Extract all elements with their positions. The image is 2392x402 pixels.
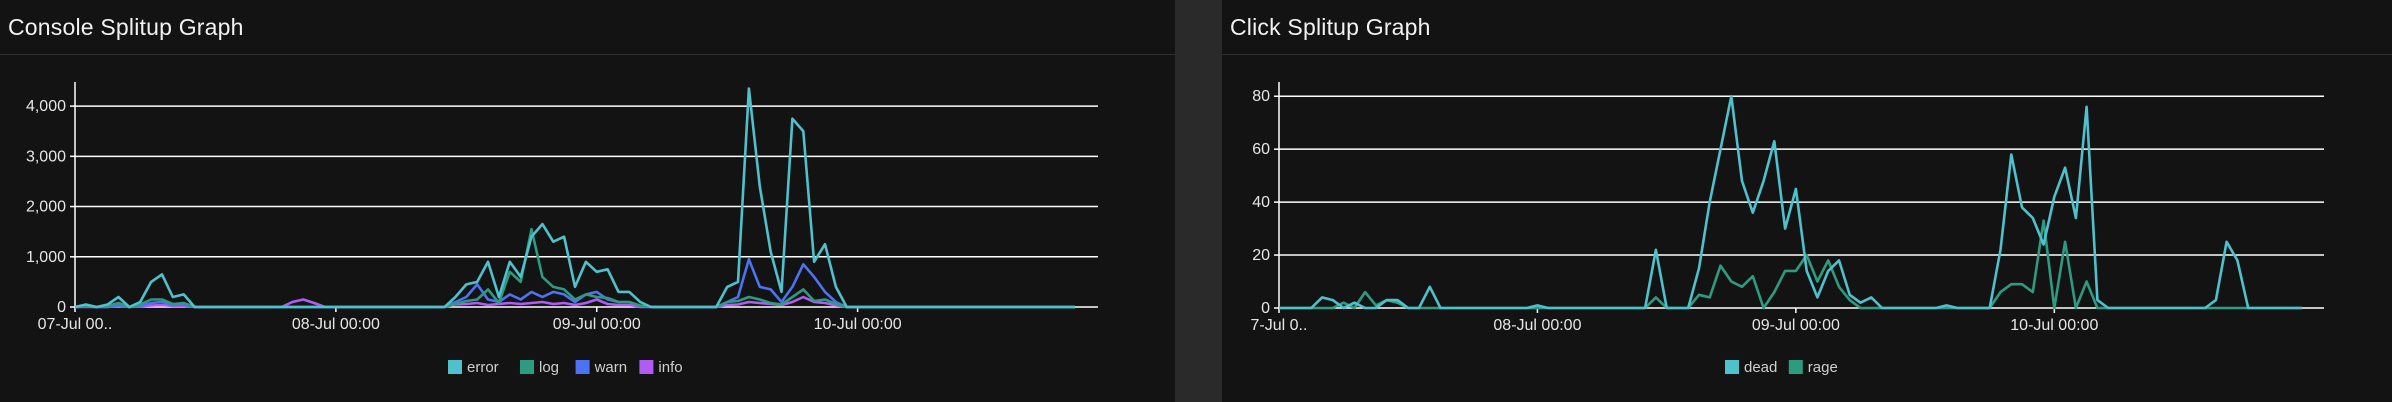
click-splitup-panel: Click Splitup Graph 0 20 40 60 80 7-Jul 0.. 08…: [1222, 0, 2392, 402]
click-legend-label-rage[interactable]: rage: [1808, 359, 1838, 376]
click-y-tick-label: 20: [1252, 247, 1270, 264]
console-legend-label-error[interactable]: error: [467, 359, 499, 376]
click-y-tick-label: 80: [1252, 88, 1270, 105]
console-legend-swatch-info[interactable]: [639, 360, 654, 374]
click-x-tick-label: 7-Jul 0..: [1251, 317, 1308, 334]
console-legend-label-log[interactable]: log: [539, 359, 559, 376]
console-series-log-line: [74, 227, 1075, 309]
click-panel-header: Click Splitup Graph: [1222, 0, 2392, 55]
click-y-tick-label: 40: [1252, 194, 1270, 211]
console-legend-label-warn[interactable]: warn: [594, 359, 628, 376]
click-y-tick-label: 0: [1261, 300, 1270, 317]
click-legend: dead rage: [1725, 359, 1838, 376]
console-y-tick-label: 4,000: [26, 98, 66, 115]
console-legend-swatch-log[interactable]: [520, 360, 534, 374]
click-series-dead-line: [1279, 94, 2302, 310]
console-panel-title: Console Splitup Graph: [8, 13, 244, 40]
console-y-tick-label: 3,000: [26, 148, 66, 165]
click-panel-title: Click Splitup Graph: [1230, 13, 1431, 40]
console-y-tick-label: 2,000: [26, 199, 66, 216]
click-legend-swatch-dead[interactable]: [1725, 360, 1739, 374]
console-legend-swatch-warn[interactable]: [575, 360, 590, 374]
console-x-tick-label: 08-Jul 00:00: [292, 316, 380, 333]
console-legend-swatch-error[interactable]: [448, 360, 462, 374]
console-x-tick-label: 09-Jul 00:00: [553, 316, 641, 333]
click-legend-swatch-rage[interactable]: [1788, 360, 1803, 374]
console-splitup-panel: Console Splitup Graph 0 1,000 2,000 3,000 4,…: [0, 0, 1175, 402]
console-splitup-chart: 0 1,000 2,000 3,000 4,000 07-Jul 00.. 08-Jul 0…: [26, 82, 1098, 376]
console-series-error-line: [74, 87, 1075, 309]
click-splitup-chart: 0 20 40 60 80 7-Jul 0.. 08-Jul 00:00 09-Jul 00:…: [1251, 82, 2324, 376]
click-x-tick-label: 10-Jul 00:00: [2010, 317, 2098, 334]
console-legend: error log warn info: [448, 359, 683, 376]
console-panel-header: Console Splitup Graph: [0, 0, 1175, 55]
console-y-tick-label: 0: [57, 299, 66, 316]
console-y-tick-label: 1,000: [26, 249, 66, 266]
click-x-tick-label: 09-Jul 00:00: [1752, 317, 1840, 334]
click-x-tick-label: 08-Jul 00:00: [1493, 317, 1581, 334]
console-x-tick-label: 10-Jul 00:00: [814, 316, 902, 333]
console-legend-label-info[interactable]: info: [658, 359, 682, 376]
console-x-tick-label: 07-Jul 00..: [38, 316, 113, 333]
click-legend-label-dead[interactable]: dead: [1744, 359, 1777, 376]
click-y-tick-label: 60: [1252, 141, 1270, 158]
